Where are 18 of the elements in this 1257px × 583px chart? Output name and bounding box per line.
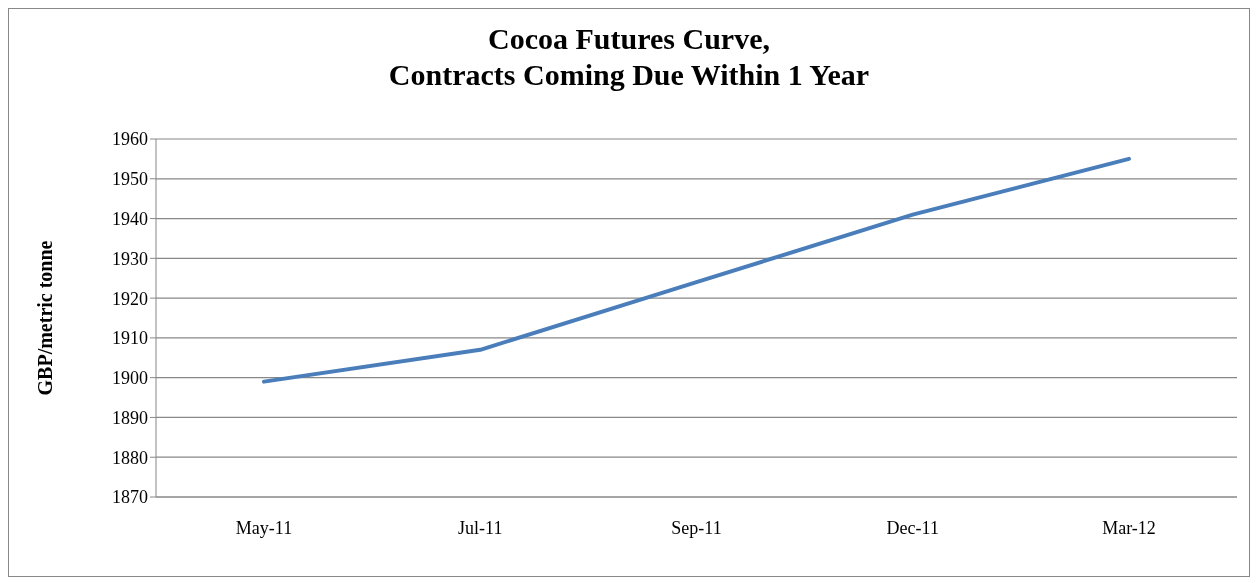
x-tick-label: Jul-11 bbox=[458, 517, 503, 538]
y-tick-label: 1900 bbox=[112, 368, 148, 389]
y-tick-label: 1910 bbox=[112, 328, 148, 349]
y-tick-label: 1930 bbox=[112, 248, 148, 269]
y-tick-label: 1950 bbox=[112, 169, 148, 190]
y-tick-label: 1890 bbox=[112, 407, 148, 428]
y-tick-label: 1960 bbox=[112, 129, 148, 150]
x-tick-label: May-11 bbox=[235, 517, 293, 538]
line-series bbox=[262, 156, 1131, 384]
x-tick-label: Mar-12 bbox=[1102, 517, 1156, 538]
y-tick-label: 1880 bbox=[112, 447, 148, 468]
y-tick-label: 1870 bbox=[112, 487, 148, 508]
y-tick-label: 1940 bbox=[112, 208, 148, 229]
y-tick-label: 1920 bbox=[112, 288, 148, 309]
y-axis-title: GBP/metric tonne bbox=[34, 240, 57, 396]
chart-title: Cocoa Futures Curve, Contracts Coming Due Within 1 Year bbox=[387, 21, 871, 93]
x-tick-label: Dec-11 bbox=[886, 517, 939, 538]
x-tick-label: Sep-11 bbox=[671, 517, 722, 538]
